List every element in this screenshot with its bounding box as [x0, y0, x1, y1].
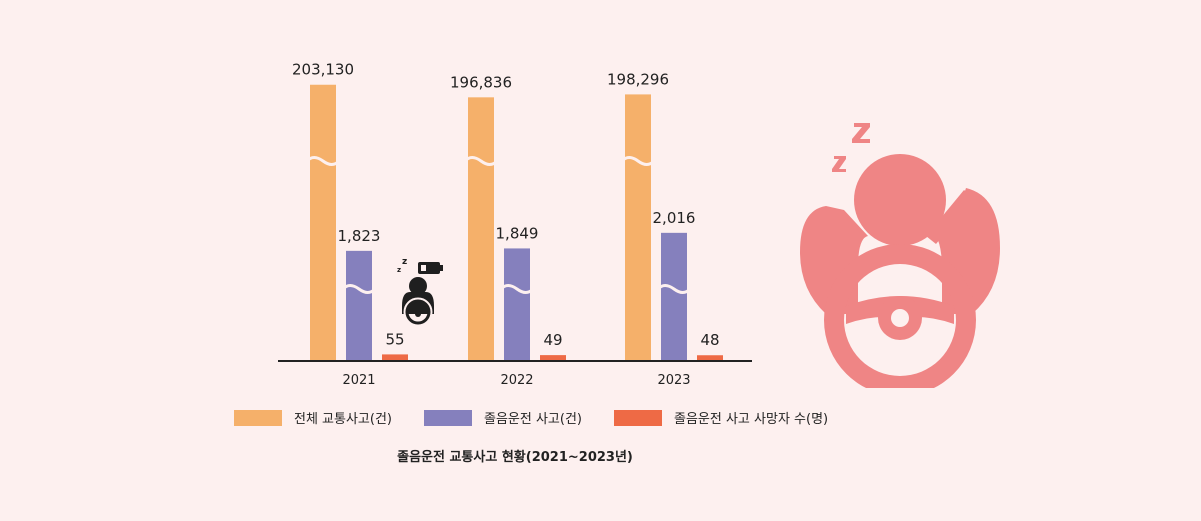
- chart-legend: 전체 교통사고(건) 졸음운전 사고(건) 졸음운전 사고 사망자 수(명): [234, 408, 828, 427]
- legend-item-drowsy-deaths: 졸음운전 사고 사망자 수(명): [614, 408, 828, 427]
- drowsy-driver-small-icon: z z: [397, 257, 443, 327]
- data-label-2023-series-1: 2,016: [653, 209, 696, 227]
- legend-label-drowsy: 졸음운전 사고(건): [484, 412, 582, 427]
- svg-text:z: z: [397, 266, 401, 274]
- legend-label-deaths: 졸음운전 사고 사망자 수(명): [674, 412, 829, 427]
- bar-2022-series-0: [468, 97, 494, 361]
- bar-2022-series-2: [540, 355, 566, 361]
- chart-title: 졸음운전 교통사고 현황(2021~2023년): [397, 450, 633, 465]
- data-label-2022-series-0: 196,836: [450, 73, 512, 91]
- data-label-2022-series-2: 49: [543, 331, 562, 349]
- legend-item-drowsy-accidents: 졸음운전 사고(건): [424, 408, 582, 427]
- data-label-2022-series-1: 1,849: [496, 224, 539, 242]
- x-tick-label-2021: 2021: [342, 373, 375, 388]
- svg-text:z: z: [402, 257, 407, 267]
- data-label-2023-series-2: 48: [700, 331, 719, 349]
- axis-break-mark: [341, 284, 377, 294]
- bar-2023-series-0: [625, 94, 651, 362]
- legend-item-total-accidents: 전체 교통사고(건): [234, 408, 392, 427]
- axis-break-mark: [656, 284, 692, 294]
- bar-2023-series-1: [661, 232, 687, 361]
- axis-break-mark: [499, 284, 535, 294]
- drowsy-driver-large-icon: [800, 123, 1000, 388]
- x-tick-label-2022: 2022: [500, 373, 533, 388]
- axis-break-mark: [463, 156, 499, 166]
- legend-label-total: 전체 교통사고(건): [294, 412, 392, 427]
- x-tick-label-2023: 2023: [657, 373, 690, 388]
- data-label-2021-series-0: 203,130: [292, 61, 354, 79]
- data-label-2021-series-1: 1,823: [338, 227, 381, 245]
- bar-2021-series-1: [346, 250, 372, 361]
- legend-swatch-drowsy: [424, 409, 472, 426]
- axis-break-mark: [305, 156, 341, 166]
- axis-break-mark: [620, 156, 656, 166]
- data-label-2021-series-2: 55: [385, 330, 404, 348]
- bar-2023-series-2: [697, 355, 723, 361]
- legend-swatch-deaths: [614, 409, 662, 426]
- data-label-2023-series-0: 198,296: [607, 70, 669, 88]
- legend-swatch-total: [234, 409, 282, 426]
- bar-2021-series-2: [382, 354, 408, 361]
- bar-2021-series-0: [310, 84, 336, 362]
- bar-2022-series-1: [504, 248, 530, 361]
